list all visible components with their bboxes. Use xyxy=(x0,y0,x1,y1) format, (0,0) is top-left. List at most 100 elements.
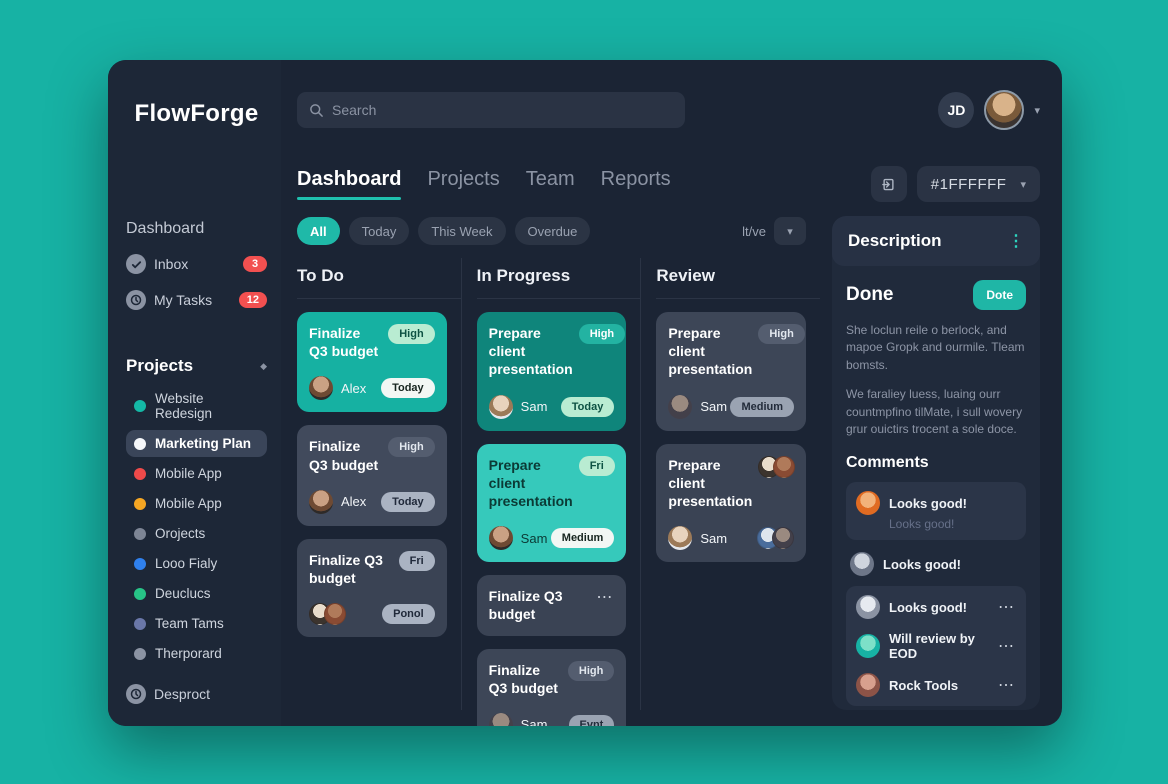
avatar xyxy=(668,526,693,551)
comment-item[interactable]: Looks good! Looks good! xyxy=(846,482,1026,541)
sidebar-item-inbox[interactable]: Inbox 3 xyxy=(126,254,267,274)
avatar xyxy=(488,526,513,551)
clock-icon xyxy=(126,684,146,704)
tab-team[interactable]: Team xyxy=(525,168,575,190)
tasks-count-badge: 12 xyxy=(238,292,267,308)
due-badge: Today xyxy=(381,491,435,512)
filter-chip-overdue[interactable]: Overdue xyxy=(514,217,591,245)
details-panel: Description ⋮ Done Dote She loclun reile… xyxy=(832,216,1040,710)
task-card[interactable]: Finalize Q3 budget Fri Ponol xyxy=(297,538,447,638)
column-in-progress: In Progress Prepare client presentation … xyxy=(460,258,641,726)
tabs-row: Dashboard Projects Team Reports #1FFFFFF… xyxy=(297,166,1040,202)
kebab-menu-icon[interactable]: ⋮ xyxy=(1008,233,1024,250)
comment-text: Will review by EOD xyxy=(889,631,975,662)
project-item-website-redesign[interactable]: Website Redesign xyxy=(126,385,267,427)
sidebar-item-label: Inbox xyxy=(154,256,189,272)
priority-badge: Fri xyxy=(578,455,615,476)
comment-subtext: Looks good! xyxy=(889,517,955,532)
project-color-dot xyxy=(134,617,146,630)
task-title: Prepare client presentation xyxy=(668,325,753,378)
avatar xyxy=(488,394,513,419)
task-card[interactable]: Prepare client presentation High Sam Tod… xyxy=(476,312,627,431)
task-card[interactable]: Finalize Q3 budget High Alex Today xyxy=(297,312,447,413)
project-item-marketing-plan[interactable]: Marketing Plan xyxy=(126,430,267,457)
avatar xyxy=(773,455,796,478)
user-avatar[interactable] xyxy=(984,90,1025,130)
sidebar-item-desproct[interactable]: Desproct xyxy=(126,684,267,704)
comment-text: Looks good! xyxy=(883,556,961,572)
main-area: JD ▾ Dashboard Projects Team Reports #1F… xyxy=(281,60,1062,726)
task-card[interactable]: Prepare client presentation xyxy=(656,443,807,563)
project-item-mobile-app-2[interactable]: Mobile App xyxy=(126,490,267,517)
initials-avatar[interactable]: JD xyxy=(938,92,975,128)
done-button[interactable]: Dote xyxy=(973,280,1026,310)
project-item-looo-fialy[interactable]: Looo Fialy xyxy=(126,550,267,577)
sidebar-item-my-tasks[interactable]: My Tasks 12 xyxy=(126,290,267,310)
diamond-icon[interactable]: ◆ xyxy=(260,360,267,371)
assignee-name: Sam xyxy=(520,399,548,415)
tab-dashboard[interactable]: Dashboard xyxy=(297,168,402,200)
filter-chip-this-week[interactable]: This Week xyxy=(418,217,506,245)
filter-chip-today[interactable]: Today xyxy=(348,217,410,245)
search-input[interactable] xyxy=(332,102,673,118)
avatar-group xyxy=(758,455,796,478)
sort-dropdown-button[interactable]: ▾ xyxy=(774,217,806,245)
more-icon[interactable]: ⋯ xyxy=(998,599,1016,617)
assignee-name: Alex xyxy=(341,380,367,396)
priority-badge: High xyxy=(578,324,626,344)
inbox-count-badge: 3 xyxy=(243,256,267,272)
avatar xyxy=(668,394,693,419)
task-title: Prepare client presentation xyxy=(488,456,573,509)
color-dropdown[interactable]: #1FFFFFF ▾ xyxy=(916,166,1040,202)
clock-icon xyxy=(126,290,146,310)
more-icon[interactable]: ⋯ xyxy=(998,638,1016,656)
tab-projects[interactable]: Projects xyxy=(427,168,500,190)
project-color-dot xyxy=(134,587,146,600)
comment-item[interactable]: Looks good! ⋯ xyxy=(856,595,1016,620)
project-item-team-tams[interactable]: Team Tams xyxy=(126,610,267,637)
project-color-dot xyxy=(134,467,146,480)
due-badge: Ponol xyxy=(382,604,435,625)
comment-item[interactable]: Will review by EOD ⋯ xyxy=(856,631,1016,661)
assignee-name: Sam xyxy=(700,530,728,546)
project-item-therporard[interactable]: Therporard xyxy=(126,640,267,667)
chevron-down-icon: ▾ xyxy=(787,225,793,238)
done-heading: Done xyxy=(846,284,894,305)
projects-heading: Projects xyxy=(126,356,194,375)
task-title: Prepare client presentation xyxy=(488,325,573,378)
app-window: FlowForge Dashboard Inbox 3 My Tasks 12 … xyxy=(108,60,1062,726)
task-card[interactable]: Finalize Q3 budget High Alex Today xyxy=(297,425,447,526)
comment-item[interactable]: Looks good! xyxy=(846,552,1026,577)
more-icon[interactable]: ⋯ xyxy=(596,589,615,607)
project-color-dot xyxy=(134,497,146,510)
priority-badge: High xyxy=(388,324,435,344)
task-card[interactable]: Finalize Q3 budget High Sam Evnt xyxy=(476,648,627,726)
tab-reports[interactable]: Reports xyxy=(600,168,671,190)
sidebar: FlowForge Dashboard Inbox 3 My Tasks 12 … xyxy=(108,60,281,726)
column-review: Review Prepare client presentation High xyxy=(640,258,821,710)
more-icon[interactable]: ⋯ xyxy=(998,677,1016,695)
due-badge: Evnt xyxy=(568,714,615,726)
task-card[interactable]: Prepare client presentation Fri Sam Medi… xyxy=(476,443,627,563)
comment-text: Rock Tools xyxy=(889,677,959,693)
task-title: Finalize Q3 budget xyxy=(309,325,379,360)
task-card[interactable]: Prepare client presentation High Sam Med… xyxy=(656,312,807,431)
project-item-mobile-app[interactable]: Mobile App xyxy=(126,460,267,487)
project-color-dot xyxy=(134,647,146,660)
avatar-group xyxy=(309,603,346,626)
comment-group: Looks good! ⋯ Will review by EOD ⋯ Rock … xyxy=(846,586,1026,707)
project-item-orojects[interactable]: Orojects xyxy=(126,520,267,547)
avatar xyxy=(856,673,880,698)
panel-toggle-button[interactable] xyxy=(870,166,907,202)
project-item-deuclucs[interactable]: Deuclucs xyxy=(126,580,267,607)
task-card[interactable]: Finalize Q3 budget ⋯ xyxy=(476,575,627,636)
search-bar[interactable] xyxy=(297,92,685,128)
filter-chip-all[interactable]: All xyxy=(297,217,340,245)
chevron-down-icon[interactable]: ▾ xyxy=(1034,104,1040,117)
project-color-dot xyxy=(134,527,146,540)
comment-item[interactable]: Rock Tools ⋯ xyxy=(856,673,1016,698)
avatar xyxy=(309,489,333,514)
assignee-name: Sam xyxy=(700,399,728,415)
topbar: JD ▾ xyxy=(297,90,1040,130)
task-title: Finalize Q3 budget xyxy=(488,588,563,623)
